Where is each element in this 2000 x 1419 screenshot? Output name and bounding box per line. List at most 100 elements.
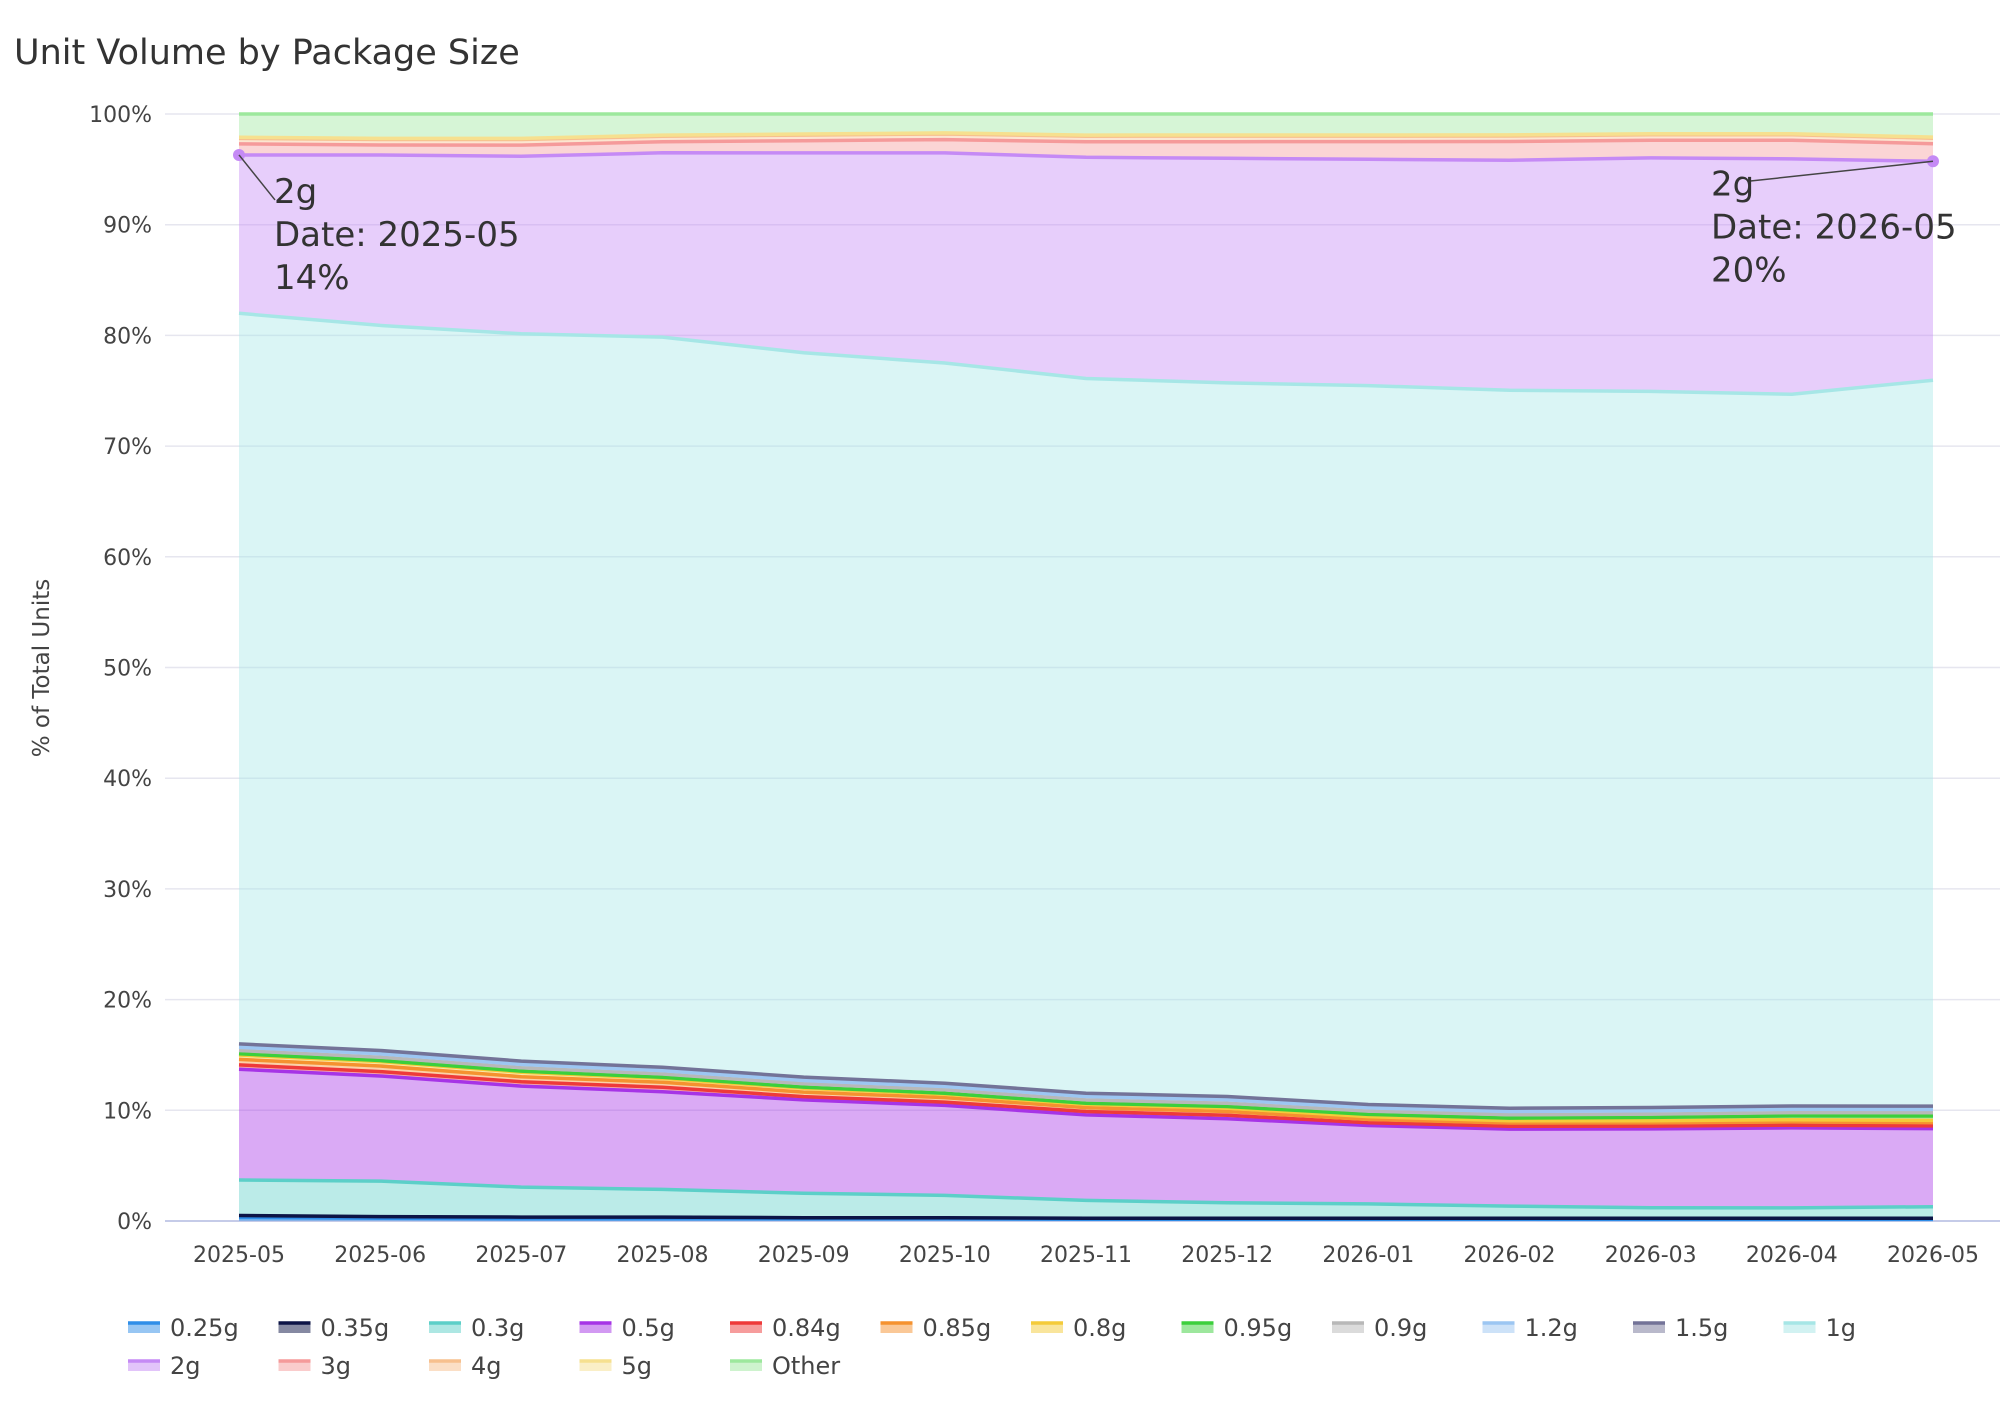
- y-tick-label: 20%: [103, 989, 152, 1014]
- line-3g: [238, 137, 1934, 147]
- y-axis-ticks: 0% 10% 20% 30% 40% 50% 60% 70% 80% 90% 100%: [89, 103, 152, 1235]
- legend-swatch: [579, 1361, 612, 1371]
- y-tick-label: 90%: [103, 214, 152, 239]
- legend-label: 0.85g: [923, 1314, 992, 1342]
- y-axis-label: % of Total Units: [29, 579, 55, 757]
- x-tick-label: 2026-02: [1464, 1243, 1556, 1268]
- legend-item-1g: 1g: [1783, 1314, 1857, 1342]
- legend-item-3g: 3g: [278, 1352, 351, 1380]
- y-tick-label: 80%: [103, 324, 152, 349]
- x-tick-label: 2026-01: [1322, 1243, 1414, 1268]
- x-tick-label: 2025-07: [475, 1243, 567, 1268]
- legend-swatch: [880, 1323, 913, 1333]
- y-tick-label: 10%: [103, 1099, 152, 1124]
- annotation-text: Date: 2026-05: [1711, 207, 1957, 247]
- y-tick-label: 60%: [103, 546, 152, 571]
- legend-item-0.3g: 0.3g: [429, 1314, 524, 1342]
- x-tick-label: 2025-11: [1040, 1243, 1132, 1268]
- legend-swatch: [429, 1323, 461, 1333]
- legend-swatch: [730, 1361, 762, 1371]
- x-axis-ticks: 2025-05 2025-06 2025-07 2025-08 2025-09 2025-…: [193, 1243, 1979, 1268]
- line-0.95g: [238, 1052, 1934, 1120]
- x-tick-label: 2026-05: [1887, 1243, 1979, 1268]
- legend-label: 0.84g: [772, 1314, 841, 1342]
- y-tick-label: 30%: [103, 878, 152, 903]
- line-1.2g: [238, 1045, 1934, 1114]
- legend-item-0.8g: 0.8g: [1031, 1314, 1126, 1342]
- y-tick-label: 0%: [117, 1210, 152, 1235]
- x-tick-label: 2025-09: [758, 1243, 850, 1268]
- legend-item-0.85g: 0.85g: [880, 1314, 992, 1342]
- x-tick-label: 2025-06: [334, 1243, 426, 1268]
- legend-swatch: [1332, 1323, 1364, 1333]
- area-1g: [239, 313, 1933, 1109]
- legend-swatch: [1783, 1323, 1816, 1333]
- legend-swatch: [1482, 1323, 1515, 1333]
- legend-swatch: [730, 1323, 762, 1333]
- x-tick-label: 2026-03: [1605, 1243, 1697, 1268]
- area-0.5g: [239, 1069, 1933, 1208]
- y-tick-label: 50%: [103, 657, 152, 682]
- legend-item-0.25g: 0.25g: [128, 1314, 239, 1342]
- legend-item-0.9g: 0.9g: [1332, 1314, 1427, 1342]
- line-0.9g: [238, 1048, 1934, 1117]
- x-tick-label: 2025-05: [193, 1243, 285, 1268]
- annotation-text: 14%: [274, 258, 350, 298]
- x-tick-label: 2025-08: [617, 1243, 709, 1268]
- legend-label: 0.3g: [471, 1314, 524, 1342]
- legend-swatch: [579, 1323, 612, 1333]
- line-0.84g: [238, 1063, 1934, 1129]
- legend-label: 4g: [471, 1352, 502, 1380]
- legend-swatch: [128, 1323, 160, 1333]
- stacked-areas: [239, 114, 1933, 1221]
- legend-label: 1.5g: [1675, 1314, 1728, 1342]
- legend-label: 2g: [170, 1352, 201, 1380]
- legend-swatch: [429, 1361, 461, 1371]
- legend-swatch: [278, 1323, 311, 1333]
- y-tick-label: 100%: [89, 103, 152, 128]
- legend-item-1.5g: 1.5g: [1633, 1314, 1728, 1342]
- legend-item-0.35g: 0.35g: [278, 1314, 390, 1342]
- annotation-leader: [238, 154, 276, 201]
- chart-title: Unit Volume by Package Size: [14, 33, 520, 73]
- legend-item-2g: 2g: [128, 1352, 201, 1380]
- line-2g: [239, 151, 1934, 164]
- y-tick-label: 70%: [103, 435, 152, 460]
- line-0.35g: [238, 1213, 1933, 1221]
- line-0.5g: [238, 1067, 1934, 1131]
- series-lines: [238, 112, 1934, 1222]
- area-Other: [239, 114, 1933, 139]
- x-tick-label: 2026-04: [1746, 1243, 1838, 1268]
- legend-label: 0.95g: [1224, 1314, 1293, 1342]
- legend-item-5g: 5g: [579, 1352, 653, 1380]
- legend-item-1.2g: 1.2g: [1482, 1314, 1578, 1342]
- legend-label: 0.35g: [321, 1314, 390, 1342]
- annotation-text: 2g: [274, 172, 317, 212]
- annotation-leader: [1747, 160, 1934, 183]
- x-tick-label: 2025-10: [899, 1243, 991, 1268]
- line-0.85g: [238, 1057, 1934, 1125]
- x-tick-label: 2025-12: [1181, 1243, 1273, 1268]
- area-3g: [239, 139, 1933, 162]
- legend-label: 0.8g: [1073, 1314, 1126, 1342]
- annotation-text: 20%: [1711, 250, 1787, 290]
- legend-item-Other: Other: [730, 1352, 840, 1380]
- legend-label: 0.5g: [622, 1314, 675, 1342]
- legend-swatch: [1181, 1323, 1214, 1333]
- annotation-text: 2g: [1711, 164, 1754, 204]
- legend-item-0.95g: 0.95g: [1181, 1314, 1293, 1342]
- legend-label: 1g: [1826, 1314, 1857, 1342]
- legend-label: 1.2g: [1525, 1314, 1578, 1342]
- line-1.5g: [238, 1042, 1934, 1110]
- legend-swatch: [278, 1361, 311, 1371]
- legend-swatch: [1633, 1323, 1665, 1333]
- line-0.3g: [238, 1178, 1934, 1210]
- legend-swatch: [1031, 1323, 1063, 1333]
- legend-label: Other: [772, 1352, 840, 1380]
- legend-label: 5g: [622, 1352, 653, 1380]
- legend: 0.25g 0.35g 0.3g 0.5g 0.84g 0.85g 0.8g 0.95g 0.9…: [128, 1314, 1856, 1380]
- legend-label: 0.9g: [1374, 1314, 1427, 1342]
- legend-item-0.84g: 0.84g: [730, 1314, 841, 1342]
